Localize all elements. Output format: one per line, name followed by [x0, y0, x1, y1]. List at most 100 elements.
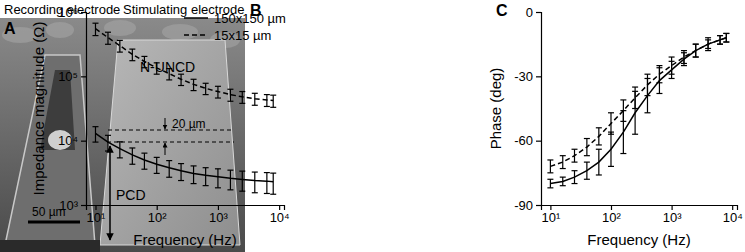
tick-mark	[81, 205, 86, 206]
error-stem	[95, 127, 96, 142]
tick: -60	[514, 133, 541, 148]
error-stem	[156, 63, 157, 74]
error-cap	[560, 177, 566, 178]
error-bar	[560, 156, 566, 169]
error-cap	[656, 65, 662, 66]
error-stem	[95, 23, 96, 35]
tick-mark	[81, 76, 86, 77]
info-strip	[0, 240, 100, 252]
error-bar	[191, 166, 197, 184]
error-cap	[596, 127, 602, 128]
error-bar	[547, 160, 553, 173]
error-cap	[239, 103, 245, 104]
tick: -30	[514, 69, 541, 84]
error-cap	[117, 141, 123, 142]
error-cap	[105, 44, 111, 45]
error-bar	[717, 36, 723, 45]
error-cap	[547, 159, 553, 160]
tick-label: 10¹	[87, 210, 106, 225]
error-cap	[669, 74, 675, 75]
tick-label: 10⁵	[58, 69, 78, 84]
tick: 0	[526, 5, 541, 20]
x-axis: 10¹10²10³10⁴	[541, 205, 742, 225]
error-bar	[264, 95, 270, 107]
error-cap	[270, 95, 276, 96]
error-cap	[264, 94, 270, 95]
error-stem	[623, 100, 624, 121]
error-bar	[227, 89, 233, 101]
error-cap	[693, 44, 699, 45]
tick: 10⁶	[58, 5, 86, 20]
error-cap	[203, 167, 209, 168]
error-cap	[178, 74, 184, 75]
error-cap	[191, 90, 197, 91]
error-stem	[562, 156, 563, 169]
annotation: 20 µm	[172, 117, 206, 131]
error-stem	[144, 153, 145, 169]
error-cap	[547, 187, 553, 188]
error-bar	[141, 153, 147, 169]
tick: -90	[514, 198, 541, 213]
error-cap	[203, 83, 209, 84]
error-cap	[117, 40, 123, 41]
error-stem	[586, 139, 587, 156]
scale-bar	[28, 221, 80, 224]
error-bar	[572, 171, 578, 184]
error-cap	[644, 112, 650, 113]
error-bar	[596, 128, 602, 145]
error-cap	[270, 107, 276, 108]
error-cap	[608, 112, 614, 113]
error-cap	[141, 56, 147, 57]
error-stem	[550, 179, 551, 188]
y-axis: -90 -60 -30 0	[514, 5, 541, 213]
plot-area	[92, 23, 276, 194]
error-cap	[129, 147, 135, 148]
y-axis: 10³10⁴10⁵10⁶	[58, 5, 87, 213]
tick-mark	[81, 141, 86, 142]
legend-swatch	[184, 34, 208, 36]
error-stem	[647, 74, 648, 95]
error-cap	[154, 157, 160, 158]
legend-label: 150x150 µm	[214, 11, 286, 26]
error-bar	[117, 40, 123, 52]
error-cap	[166, 79, 172, 80]
tick-label: 10⁴	[723, 210, 743, 225]
chart: B10¹10²10³10⁴10³10⁴10⁵10⁶Frequency (Hz)I…	[30, 2, 290, 248]
error-bar	[105, 32, 111, 44]
error-cap	[693, 44, 699, 45]
error-cap	[178, 85, 184, 86]
error-stem	[707, 38, 708, 51]
error-cap	[681, 63, 687, 64]
error-cap	[154, 74, 160, 75]
stimulating-electrode	[100, 40, 240, 245]
tick-label: -90	[514, 198, 533, 213]
error-cap	[723, 33, 729, 34]
error-stem	[169, 69, 170, 80]
error-bar	[669, 57, 675, 74]
error-cap	[693, 56, 699, 57]
error-bar	[215, 169, 221, 188]
error-cap	[632, 86, 638, 87]
error-cap	[227, 101, 233, 102]
error-cap	[584, 138, 590, 139]
error-cap	[191, 183, 197, 184]
error-cap	[252, 192, 258, 193]
error-stem	[242, 92, 243, 104]
error-cap	[215, 97, 221, 98]
error-cap	[105, 150, 111, 151]
texture	[104, 20, 136, 36]
annotation: PCD	[116, 187, 146, 203]
error-bar	[239, 92, 245, 104]
legend-label: 15x15 µm	[214, 28, 271, 43]
error-cap	[239, 91, 245, 92]
tick: 10¹	[541, 205, 560, 225]
error-cap	[717, 35, 723, 36]
error-cap	[178, 163, 184, 164]
error-bar	[129, 148, 135, 164]
error-stem	[598, 128, 599, 145]
error-cap	[92, 126, 98, 127]
error-bar	[547, 179, 553, 188]
error-stem	[683, 51, 684, 64]
error-cap	[656, 93, 662, 94]
error-bar	[620, 100, 626, 121]
